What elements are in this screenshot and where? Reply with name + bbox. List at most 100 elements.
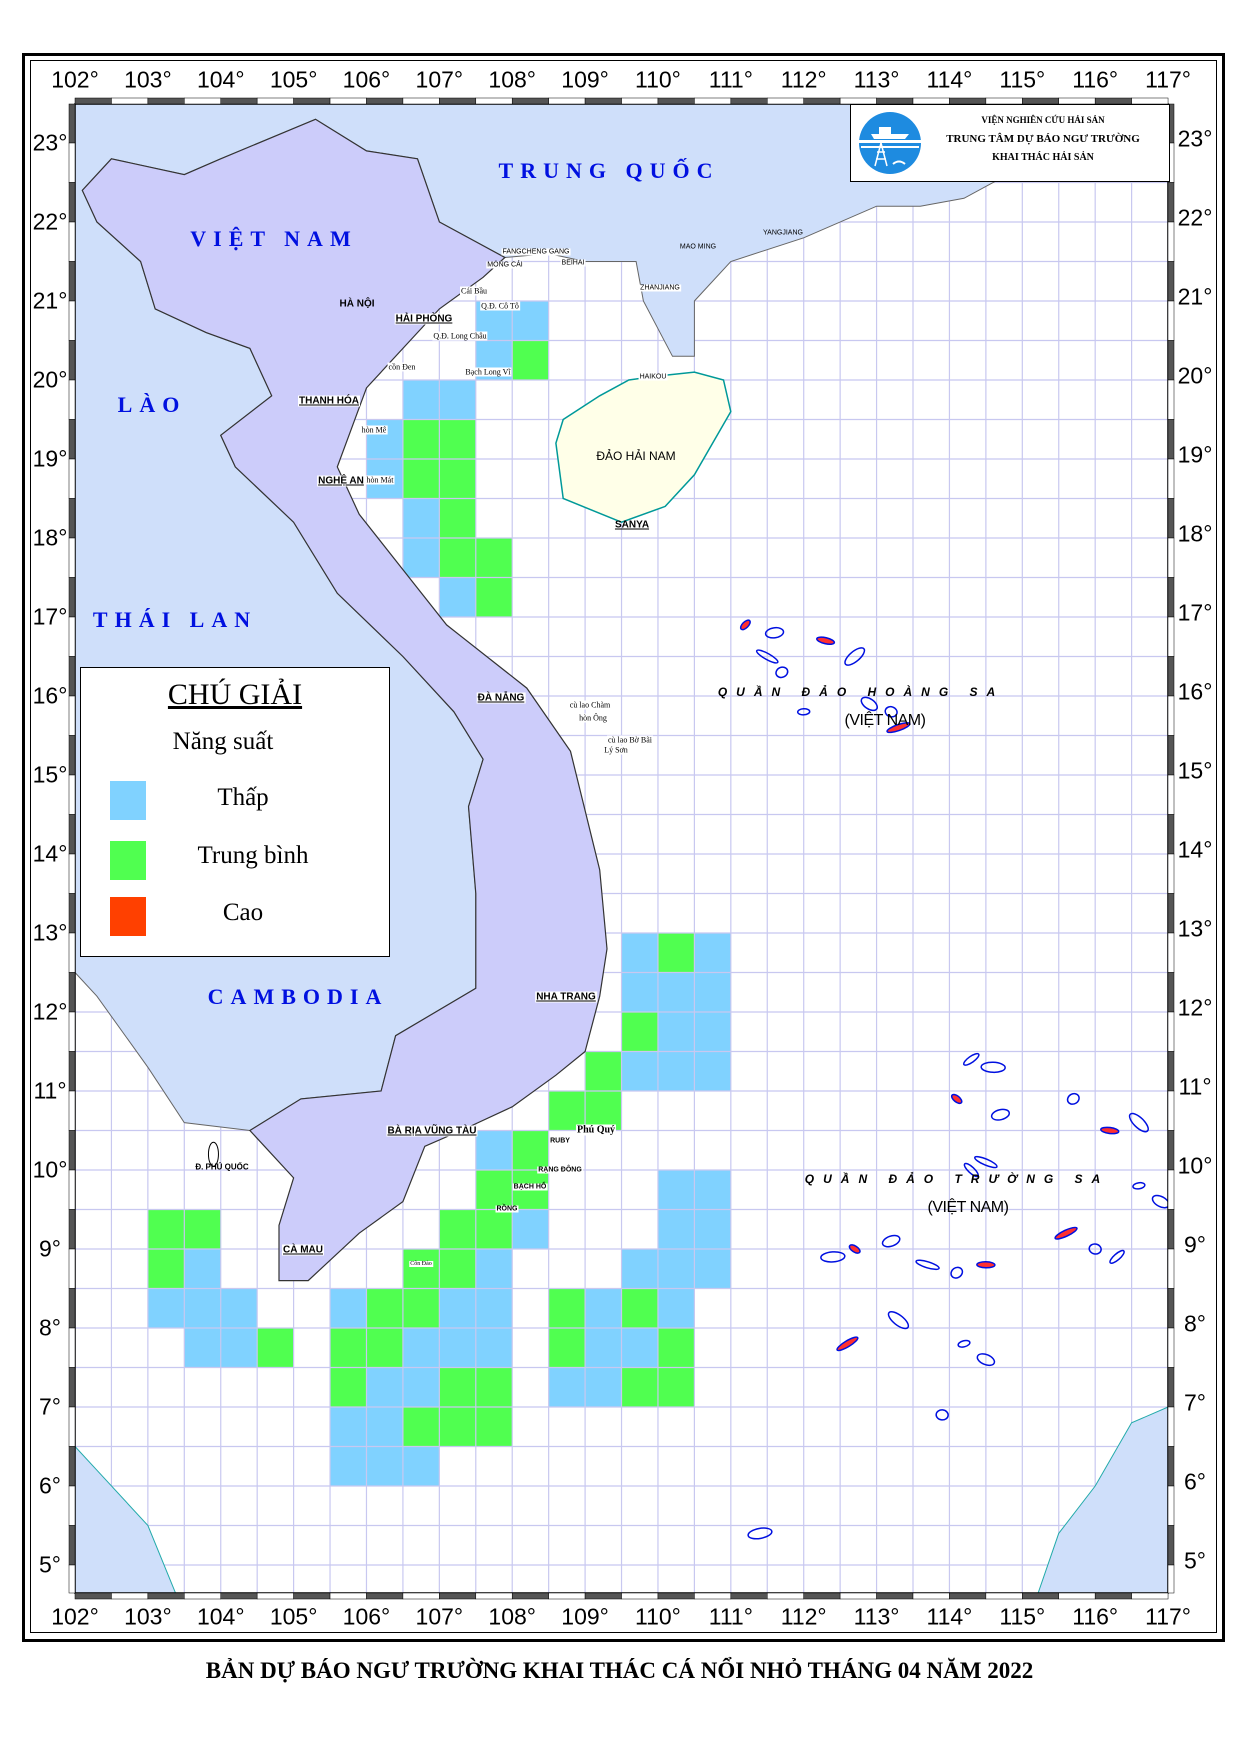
- forecast-cell-low: [402, 1328, 440, 1368]
- label-bo-bai: cù lao Bờ Bãi: [607, 735, 653, 745]
- lon-label-bottom: 111°: [708, 1603, 753, 1630]
- forecast-cell-low: [330, 1288, 367, 1328]
- forecast-cell-low: [475, 1288, 513, 1328]
- tick-bar-right: [1167, 537, 1175, 578]
- lat-label-right: 12°: [1177, 994, 1213, 1021]
- tick-bar-bottom: [949, 1592, 987, 1600]
- logo-line-3: KHAI THÁC HẢI SẢN: [992, 152, 1094, 163]
- forecast-cell-medium: [439, 1367, 476, 1407]
- label-hainan-island: ĐẢO HẢI NAM: [596, 449, 676, 463]
- lon-label-bottom: 102°: [51, 1603, 99, 1630]
- lon-label-bottom: 103°: [124, 1603, 172, 1630]
- reef-outline: [976, 1353, 996, 1367]
- map-title: BẢN DỰ BÁO NGƯ TRƯỜNG KHAI THÁC CÁ NỔI N…: [205, 1658, 1034, 1683]
- forecast-cell-medium: [184, 1209, 221, 1249]
- reef-outline: [755, 649, 779, 664]
- label-hon-mat: hòn Mát: [365, 475, 395, 485]
- tick-bar-bottom: [184, 1592, 221, 1600]
- forecast-cell-low: [184, 1328, 221, 1368]
- forecast-cell-low: [475, 1130, 513, 1170]
- lat-label-right: 18°: [1177, 520, 1213, 547]
- reef-outline: [974, 1155, 998, 1169]
- lat-label-left: 12°: [32, 998, 68, 1025]
- forecast-cell-low: [694, 1209, 731, 1249]
- label-ba-ria-vung-tau: BÀ RỊA VŨNG TÀU: [386, 1125, 478, 1137]
- label-maoming: MAO MING: [679, 243, 717, 251]
- tick-bar-right: [1167, 1327, 1175, 1368]
- label-hon-me: hòn Mê: [360, 425, 388, 435]
- label-cu-lao-cham: cù lao Chàm: [568, 700, 612, 710]
- reef-outline: [739, 619, 751, 631]
- tick-bar-top: [694, 97, 732, 105]
- tick-bar-right: [1167, 1564, 1175, 1594]
- tick-bar-left: [68, 1130, 76, 1171]
- forecast-cell-low: [184, 1288, 221, 1328]
- logo-line-2: TRUNG TÂM DỰ BÁO NGƯ TRƯỜNG: [946, 133, 1140, 145]
- label-hon-ong: hòn Ông: [578, 713, 608, 723]
- label-fangcheng: FANGCHENG GANG: [501, 248, 571, 256]
- forecast-cell-low: [402, 1446, 440, 1486]
- forecast-cell-medium: [147, 1209, 185, 1249]
- label-haikou: HAIKOU: [638, 373, 668, 381]
- tick-bar-bottom: [147, 1592, 185, 1600]
- lon-label-top: 108°: [488, 66, 537, 93]
- tick-bar-bottom: [1022, 1592, 1059, 1600]
- tick-bar-right: [1167, 498, 1175, 539]
- label-rang-dong: RẠNG ĐÔNG: [537, 1166, 583, 1174]
- tick-bar-right: [1167, 1248, 1175, 1289]
- forecast-cell-medium: [621, 1012, 658, 1052]
- lon-label-bottom: 116°: [1072, 1603, 1119, 1630]
- tick-bar-top: [803, 97, 841, 105]
- forecast-cell-medium: [366, 1288, 403, 1328]
- tick-bar-bottom: [912, 1592, 950, 1600]
- label-sanya: SANYA: [614, 519, 650, 531]
- tick-bar-top: [111, 97, 149, 105]
- forecast-cell-low: [585, 1328, 622, 1368]
- tick-bar-top: [621, 97, 659, 105]
- logo-line-1: VIỆN NGHIÊN CỨU HẢI SẢN: [981, 115, 1105, 125]
- tick-bar-left: [68, 182, 76, 223]
- forecast-cell-low: [366, 1367, 403, 1407]
- lon-label-top: 116°: [1072, 66, 1119, 93]
- lat-label-left: 7°: [39, 1393, 61, 1420]
- tick-bar-left: [68, 893, 76, 934]
- label-con-den: cồn Đen: [387, 362, 417, 372]
- reef-outline: [860, 696, 879, 712]
- forecast-cell-medium: [475, 1170, 513, 1210]
- lat-label-right: 6°: [1184, 1468, 1206, 1495]
- forecast-cell-medium: [475, 1407, 513, 1447]
- tick-bar-left: [68, 458, 76, 499]
- forecast-cell-medium: [439, 1209, 476, 1249]
- forecast-cell-low: [585, 1367, 622, 1407]
- label-phu-quoc: Đ. PHÚ QUỐC: [195, 1162, 249, 1172]
- tick-bar-right: [1167, 458, 1175, 499]
- forecast-cell-low: [694, 1170, 731, 1210]
- lat-label-left: 23°: [32, 129, 68, 156]
- forecast-cell-medium: [402, 419, 440, 459]
- label-con-dao: Côn Đảo: [409, 1261, 433, 1267]
- lon-label-top: 112°: [780, 66, 827, 93]
- label-yangjiang: YANGJIANG: [763, 229, 803, 237]
- tick-bar-top: [329, 97, 367, 105]
- lon-label-top: 111°: [708, 66, 753, 93]
- lon-label-bottom: 112°: [780, 1603, 827, 1630]
- lat-label-left: 13°: [32, 919, 68, 946]
- lon-label-bottom: 110°: [635, 1603, 681, 1630]
- tick-bar-left: [68, 1090, 76, 1131]
- lat-label-left: 19°: [32, 445, 68, 472]
- map-frame-inner: [30, 60, 1217, 1633]
- lon-label-bottom: 113°: [853, 1603, 900, 1630]
- tick-bar-bottom: [621, 1592, 659, 1600]
- forecast-cell-low: [366, 1407, 403, 1447]
- forecast-cell-low: [439, 1288, 476, 1328]
- forecast-cell-low: [439, 1328, 476, 1368]
- vietnam-land: [81, 118, 608, 1282]
- forecast-cell-medium: [439, 498, 476, 538]
- label-laos: LÀO: [117, 392, 187, 417]
- tick-bar-left: [68, 932, 76, 973]
- tick-bar-top: [74, 97, 112, 105]
- tick-bar-left: [68, 1288, 76, 1329]
- lat-label-right: 22°: [1177, 204, 1213, 231]
- forecast-cell-medium: [330, 1367, 367, 1407]
- label-nghe-an: NGHỆ AN: [317, 475, 365, 487]
